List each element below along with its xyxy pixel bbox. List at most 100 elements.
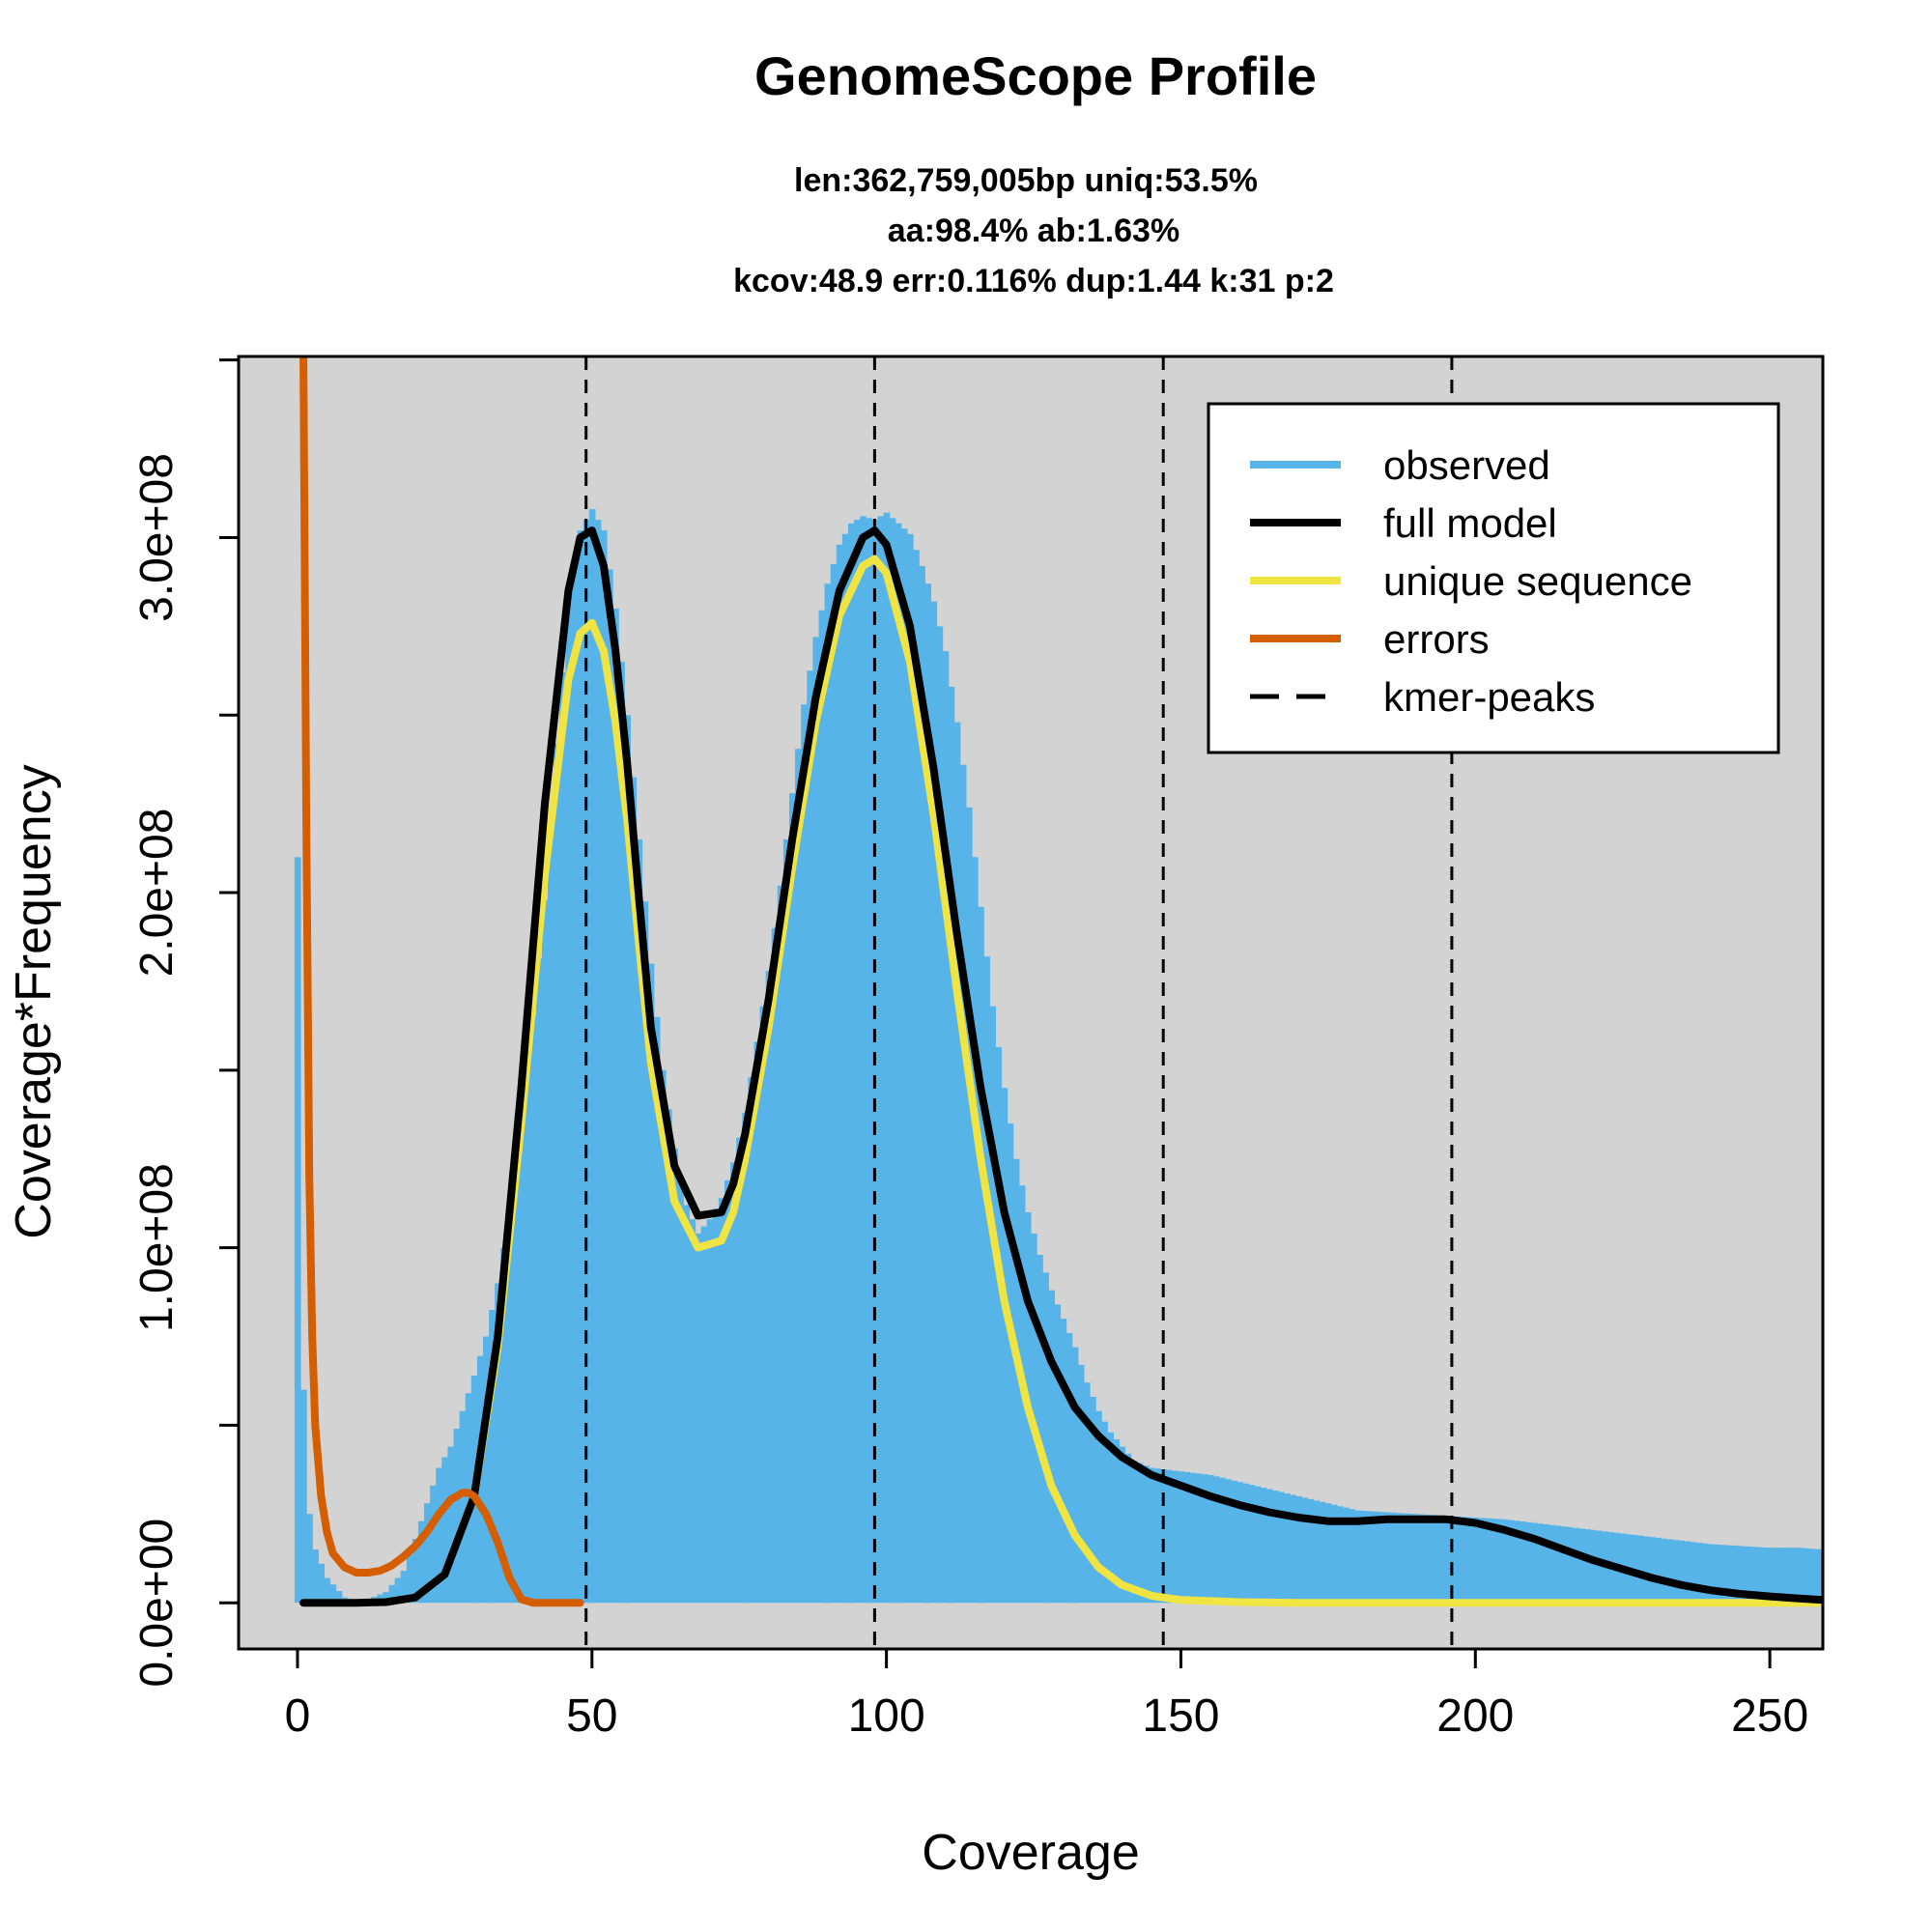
- observed-bar: [1501, 1519, 1509, 1604]
- observed-bar: [1478, 1518, 1485, 1604]
- observed-bar: [695, 1233, 702, 1604]
- observed-bar: [1714, 1544, 1720, 1604]
- legend-label-full-model: full model: [1383, 500, 1557, 546]
- observed-bar: [1095, 1410, 1102, 1604]
- chart-title: GenomeScope Profile: [754, 45, 1317, 106]
- observed-bar: [854, 520, 861, 1604]
- chart-subtitle-line-2: aa:98.4% ab:1.63%: [888, 213, 1179, 249]
- observed-bar: [765, 970, 773, 1604]
- observed-bar: [1754, 1547, 1762, 1604]
- y-tick-label: 2.0e+08: [131, 809, 183, 978]
- legend-label-observed: observed: [1383, 442, 1550, 488]
- observed-bar: [1012, 1158, 1020, 1604]
- observed-bar: [1690, 1542, 1697, 1604]
- observed-bar: [312, 1549, 319, 1604]
- observed-bar: [759, 1006, 767, 1604]
- observed-bar: [388, 1584, 396, 1604]
- observed-bar: [1784, 1548, 1792, 1604]
- observed-bar: [742, 1113, 749, 1604]
- observed-bar: [1054, 1304, 1062, 1604]
- observed-bar: [1472, 1518, 1479, 1604]
- observed-bar: [1548, 1524, 1556, 1604]
- observed-bar: [1290, 1494, 1296, 1604]
- observed-bar: [860, 516, 867, 1604]
- observed-bar: [447, 1446, 455, 1604]
- errors-line: [299, 356, 584, 1607]
- observed-bar: [836, 544, 843, 1604]
- observed-bar: [1402, 1513, 1408, 1604]
- observed-bar: [1090, 1397, 1096, 1604]
- observed-bar: [883, 512, 891, 1604]
- observed-bar: [1396, 1513, 1403, 1604]
- observed-bar: [1507, 1520, 1515, 1604]
- observed-bar: [489, 1310, 496, 1604]
- observed-bar: [1248, 1485, 1256, 1604]
- observed-bar: [995, 1046, 1003, 1604]
- observed-bar: [889, 518, 896, 1604]
- observed-bar: [1596, 1530, 1603, 1604]
- observed-bar: [329, 1584, 337, 1604]
- x-tick-label: 250: [1731, 1690, 1808, 1742]
- x-tick-label: 100: [848, 1690, 925, 1742]
- observed-bar: [801, 704, 808, 1604]
- observed-bar: [1637, 1535, 1644, 1604]
- observed-bar: [1584, 1529, 1591, 1604]
- observed-bar: [535, 958, 543, 1604]
- chart-subtitle-line-1: len:362,759,005bp uniq:53.5%: [794, 162, 1258, 199]
- observed-bar: [1531, 1522, 1538, 1604]
- observed-bar: [524, 1065, 531, 1604]
- observed-bar: [1136, 1463, 1144, 1604]
- observed-bar: [1313, 1500, 1321, 1604]
- observed-bar: [795, 749, 802, 1604]
- observed-bar: [1743, 1546, 1750, 1604]
- observed-bar: [782, 838, 790, 1604]
- observed-bar: [919, 565, 925, 1604]
- observed-bar: [1708, 1544, 1715, 1604]
- observed-bar: [866, 518, 872, 1604]
- observed-bar: [718, 1198, 725, 1604]
- observed-bar: [671, 1148, 678, 1604]
- observed-bar: [1702, 1543, 1709, 1604]
- observed-bar: [1330, 1504, 1338, 1604]
- observed-bar: [495, 1283, 501, 1604]
- observed-bar: [1272, 1491, 1279, 1604]
- observed-bar: [753, 1041, 761, 1604]
- observed-bar: [1666, 1539, 1674, 1604]
- observed-bar: [636, 838, 643, 1604]
- observed-bar: [1166, 1469, 1173, 1604]
- observed-bar: [453, 1429, 461, 1604]
- observed-bar: [1731, 1546, 1739, 1604]
- observed-bar: [324, 1577, 331, 1604]
- observed-bar: [812, 637, 820, 1604]
- legend-label-errors: errors: [1383, 616, 1490, 662]
- observed-bar: [1678, 1540, 1686, 1604]
- observed-bar: [1572, 1527, 1579, 1604]
- observed-bar: [1360, 1511, 1368, 1604]
- observed-bar: [1107, 1432, 1114, 1604]
- observed-bar: [1254, 1486, 1262, 1604]
- observed-bar: [1520, 1521, 1526, 1604]
- observed-bar: [436, 1467, 442, 1604]
- unique-sequence-line: [299, 554, 1823, 1607]
- y-tick-label: 3.0e+08: [131, 453, 183, 622]
- observed-bar: [1796, 1548, 1804, 1604]
- observed-bar: [612, 609, 619, 1604]
- y-tick-label: 1.0e+08: [131, 1163, 183, 1332]
- observed-bar: [647, 963, 655, 1604]
- observed-bar: [1301, 1497, 1309, 1604]
- observed-bar: [500, 1247, 507, 1604]
- observed-bar: [653, 1016, 661, 1604]
- observed-bar: [989, 1006, 996, 1604]
- observed-bar: [406, 1554, 413, 1604]
- observed-bar: [483, 1336, 490, 1604]
- observed-bar: [459, 1410, 467, 1604]
- observed-bar: [1737, 1546, 1745, 1604]
- observed-bar: [400, 1571, 408, 1604]
- observed-bar: [924, 583, 931, 1604]
- observed-bar: [953, 722, 961, 1604]
- observed-bar: [1324, 1503, 1332, 1604]
- observed-bar: [1195, 1473, 1203, 1604]
- observed-bar: [1490, 1519, 1497, 1604]
- observed-bar: [1484, 1518, 1492, 1604]
- observed-bar: [1189, 1472, 1197, 1604]
